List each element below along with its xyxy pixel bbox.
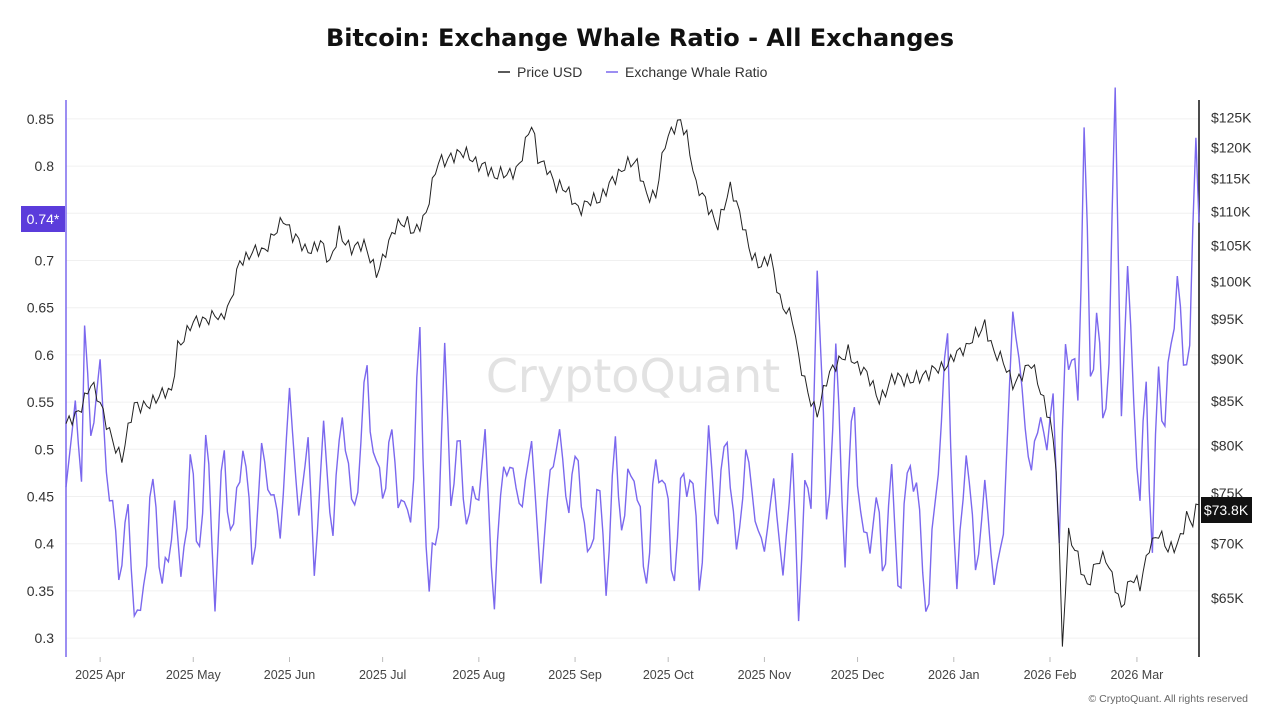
right-axis-ticks: $125K $120K $115K $110K $105K $100K $95K $90K $8…: [1211, 109, 1252, 606]
legend-price-label[interactable]: Price USD: [517, 64, 582, 80]
x-tick-label: 2025 Apr: [75, 668, 125, 682]
x-axis-ticks: 2025 Apr 2025 May 2025 Jun 2025 Jul 2025 Aug…: [75, 657, 1163, 682]
x-tick-label: 2025 Aug: [452, 668, 505, 682]
current-price-badge: $73.8K: [1201, 497, 1252, 523]
left-tick-label: 0.4: [35, 536, 55, 552]
series-price-usd[interactable]: [65, 119, 1200, 647]
right-tick-label: $115K: [1211, 171, 1251, 187]
gridlines: [66, 118, 1199, 639]
right-tick-label: $75K: [1211, 485, 1244, 501]
legend-whale-label[interactable]: Exchange Whale Ratio: [625, 64, 768, 80]
right-tick-label: $105K: [1211, 238, 1252, 254]
left-tick-label: 0.5: [35, 441, 55, 457]
left-tick-label: 0.65: [27, 300, 54, 316]
current-price-label: $73.8K: [1204, 502, 1249, 518]
x-tick-label: 2026 Mar: [1111, 668, 1164, 682]
x-tick-label: 2025 Nov: [738, 668, 792, 682]
right-tick-label: $70K: [1211, 536, 1244, 552]
x-tick-label: 2026 Jan: [928, 668, 979, 682]
right-tick-label: $110K: [1211, 203, 1251, 219]
right-tick-label: $80K: [1211, 438, 1244, 454]
x-tick-label: 2025 Sep: [548, 668, 602, 682]
x-tick-label: 2025 Dec: [831, 668, 885, 682]
right-tick-label: $90K: [1211, 351, 1244, 367]
x-tick-label: 2026 Feb: [1024, 668, 1077, 682]
x-tick-label: 2025 May: [166, 668, 222, 682]
watermark: CryptoQuant: [486, 349, 780, 403]
left-tick-label: 0.6: [35, 347, 55, 363]
right-tick-label: $100K: [1211, 273, 1252, 289]
left-tick-label: 0.8: [35, 158, 55, 174]
copyright: © CryptoQuant. All rights reserved: [1089, 693, 1249, 705]
right-tick-label: $85K: [1211, 393, 1244, 409]
x-tick-label: 2025 Jul: [359, 668, 406, 682]
left-tick-label: 0.55: [27, 394, 54, 410]
right-tick-label: $95K: [1211, 311, 1244, 327]
chart-title: Bitcoin: Exchange Whale Ratio - All Exch…: [326, 24, 954, 52]
right-tick-label: $120K: [1211, 139, 1252, 155]
current-whale-ratio-label: 0.74*: [27, 211, 60, 227]
left-tick-label: 0.3: [35, 630, 55, 646]
current-whale-ratio-badge: 0.74*: [21, 206, 65, 232]
left-tick-label: 0.45: [27, 489, 54, 505]
x-tick-label: 2025 Oct: [643, 668, 694, 682]
left-tick-label: 0.85: [27, 111, 54, 127]
x-tick-label: 2025 Jun: [264, 668, 315, 682]
left-tick-label: 0.7: [35, 252, 55, 268]
legend[interactable]: Price USD Exchange Whale Ratio: [498, 64, 768, 80]
left-tick-label: 0.35: [27, 583, 54, 599]
right-tick-label: $125K: [1211, 109, 1252, 125]
right-tick-label: $65K: [1211, 590, 1244, 606]
